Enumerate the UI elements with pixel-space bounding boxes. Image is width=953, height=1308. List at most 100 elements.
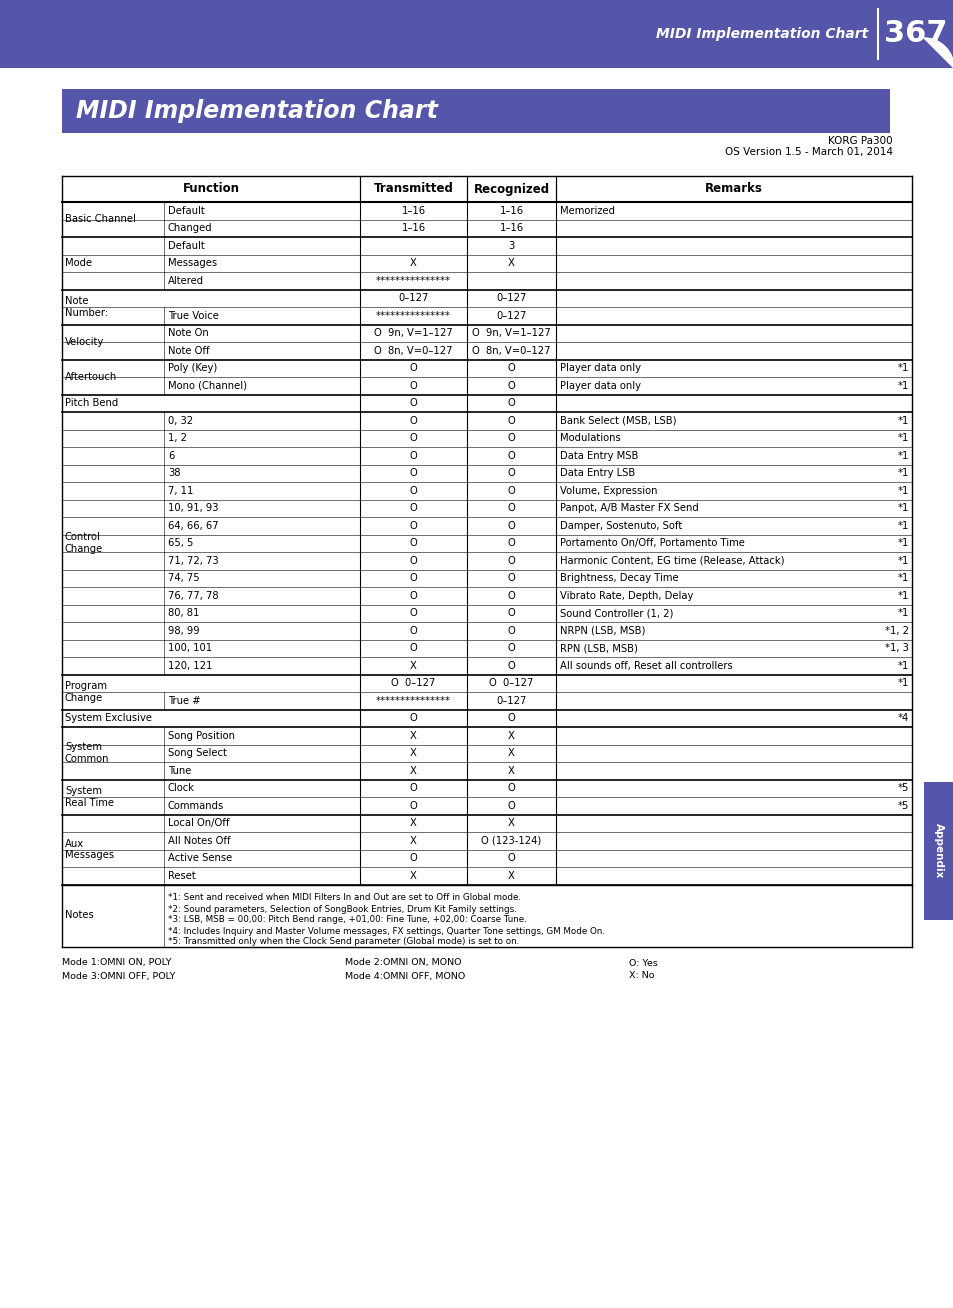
Text: O: O bbox=[507, 539, 515, 548]
Text: Damper, Sostenuto, Soft: Damper, Sostenuto, Soft bbox=[559, 521, 681, 531]
Text: O: O bbox=[507, 783, 515, 793]
Text: *1: *1 bbox=[897, 556, 908, 566]
Text: X: X bbox=[508, 731, 515, 740]
Text: O: O bbox=[507, 556, 515, 566]
Bar bbox=[62, 797, 911, 815]
Text: *3: LSB, MSB = 00,00: Pitch Bend range, +01,00: Fine Tune, +02,00: Coarse Tune.: *3: LSB, MSB = 00,00: Pitch Bend range, … bbox=[168, 916, 526, 925]
Text: O: O bbox=[507, 364, 515, 373]
Text: NRPN (LSB, MSB): NRPN (LSB, MSB) bbox=[559, 625, 644, 636]
Bar bbox=[62, 867, 911, 884]
Bar bbox=[62, 569, 911, 587]
Text: 64, 66, 67: 64, 66, 67 bbox=[168, 521, 218, 531]
Text: O  9n, V=1–127: O 9n, V=1–127 bbox=[472, 328, 550, 339]
Text: 0–127: 0–127 bbox=[496, 311, 526, 320]
Bar bbox=[62, 763, 911, 780]
Text: Notes: Notes bbox=[65, 910, 93, 921]
Bar bbox=[62, 360, 911, 377]
Text: X: X bbox=[410, 819, 416, 828]
Text: Tune: Tune bbox=[168, 765, 192, 776]
Polygon shape bbox=[923, 38, 953, 68]
Text: *1: *1 bbox=[897, 504, 908, 513]
Text: 65, 5: 65, 5 bbox=[168, 539, 193, 548]
Text: Brightness, Decay Time: Brightness, Decay Time bbox=[559, 573, 678, 583]
Text: X: X bbox=[508, 258, 515, 268]
Text: 80, 81: 80, 81 bbox=[168, 608, 199, 619]
Text: O  8n, V=0–127: O 8n, V=0–127 bbox=[374, 345, 453, 356]
Text: Reset: Reset bbox=[168, 871, 195, 880]
Text: True Voice: True Voice bbox=[168, 311, 218, 320]
Text: *1: *1 bbox=[897, 539, 908, 548]
Text: O  0–127: O 0–127 bbox=[489, 679, 533, 688]
Text: O: O bbox=[409, 853, 416, 863]
Text: *1: *1 bbox=[897, 416, 908, 425]
Text: 0–127: 0–127 bbox=[398, 293, 428, 303]
Text: Note Off: Note Off bbox=[168, 345, 210, 356]
Text: O: O bbox=[507, 398, 515, 408]
Text: O: O bbox=[409, 556, 416, 566]
Bar bbox=[0, 0, 953, 68]
Bar bbox=[62, 220, 911, 237]
Text: 1–16: 1–16 bbox=[401, 205, 425, 216]
Text: System
Real Time: System Real Time bbox=[65, 786, 113, 808]
Bar bbox=[62, 89, 889, 133]
Text: *2: Sound parameters, Selection of SongBook Entries, Drum Kit Family settings.: *2: Sound parameters, Selection of SongB… bbox=[168, 905, 517, 913]
Text: Data Entry MSB: Data Entry MSB bbox=[559, 451, 638, 460]
Text: 120, 121: 120, 121 bbox=[168, 661, 213, 671]
Text: All sounds off, Reset all controllers: All sounds off, Reset all controllers bbox=[559, 661, 732, 671]
Text: *1: Sent and received when MIDI Filters In and Out are set to Off in Global mode: *1: Sent and received when MIDI Filters … bbox=[168, 893, 520, 903]
Text: O: O bbox=[507, 608, 515, 619]
Bar bbox=[62, 483, 911, 500]
Text: *1: *1 bbox=[897, 679, 908, 688]
Bar bbox=[62, 395, 911, 412]
Text: X: X bbox=[410, 871, 416, 880]
Text: Player data only: Player data only bbox=[559, 364, 640, 373]
Text: All Notes Off: All Notes Off bbox=[168, 836, 231, 846]
Text: 3: 3 bbox=[508, 241, 514, 251]
Text: *1, 3: *1, 3 bbox=[884, 644, 908, 653]
Text: O: O bbox=[409, 398, 416, 408]
Text: O: O bbox=[507, 416, 515, 425]
Text: 1–16: 1–16 bbox=[401, 224, 425, 233]
Text: Data Entry LSB: Data Entry LSB bbox=[559, 468, 635, 479]
Text: *1: *1 bbox=[897, 591, 908, 600]
Text: *1, 2: *1, 2 bbox=[884, 625, 908, 636]
Bar bbox=[62, 744, 911, 763]
Text: Modulations: Modulations bbox=[559, 433, 620, 443]
Text: Basic Channel: Basic Channel bbox=[65, 215, 135, 225]
Bar bbox=[62, 604, 911, 623]
Text: O: O bbox=[409, 591, 416, 600]
Text: Remarks: Remarks bbox=[704, 183, 762, 195]
Text: O: O bbox=[409, 608, 416, 619]
Text: X: X bbox=[410, 731, 416, 740]
Text: O: O bbox=[409, 521, 416, 531]
Text: Mode 2:OMNI ON, MONO: Mode 2:OMNI ON, MONO bbox=[345, 959, 461, 968]
Bar bbox=[62, 377, 911, 395]
Text: O: O bbox=[507, 433, 515, 443]
Bar bbox=[62, 675, 911, 692]
Text: O: O bbox=[507, 468, 515, 479]
Bar bbox=[62, 587, 911, 604]
Text: Bank Select (MSB, LSB): Bank Select (MSB, LSB) bbox=[559, 416, 676, 425]
Bar bbox=[62, 289, 911, 307]
Text: Aux
Messages: Aux Messages bbox=[65, 838, 114, 861]
Text: Appendix: Appendix bbox=[933, 823, 943, 879]
Text: 0–127: 0–127 bbox=[496, 293, 526, 303]
Bar bbox=[62, 640, 911, 657]
Text: Local On/Off: Local On/Off bbox=[168, 819, 230, 828]
Text: O: O bbox=[409, 644, 416, 653]
Bar bbox=[62, 709, 911, 727]
Text: O: O bbox=[409, 504, 416, 513]
Text: Velocity: Velocity bbox=[65, 337, 104, 347]
Text: X: X bbox=[410, 836, 416, 846]
Text: Mode 3:OMNI OFF, POLY: Mode 3:OMNI OFF, POLY bbox=[62, 972, 175, 981]
Bar bbox=[62, 237, 911, 255]
Text: Memorized: Memorized bbox=[559, 205, 615, 216]
Text: MIDI Implementation Chart: MIDI Implementation Chart bbox=[76, 99, 437, 123]
Text: O: O bbox=[507, 504, 515, 513]
Text: KORG Pa300: KORG Pa300 bbox=[827, 136, 892, 146]
Text: Mono (Channel): Mono (Channel) bbox=[168, 381, 247, 391]
Text: X: X bbox=[508, 748, 515, 759]
Text: 1–16: 1–16 bbox=[499, 224, 523, 233]
Text: *1: *1 bbox=[897, 661, 908, 671]
Text: O  9n, V=1–127: O 9n, V=1–127 bbox=[374, 328, 453, 339]
